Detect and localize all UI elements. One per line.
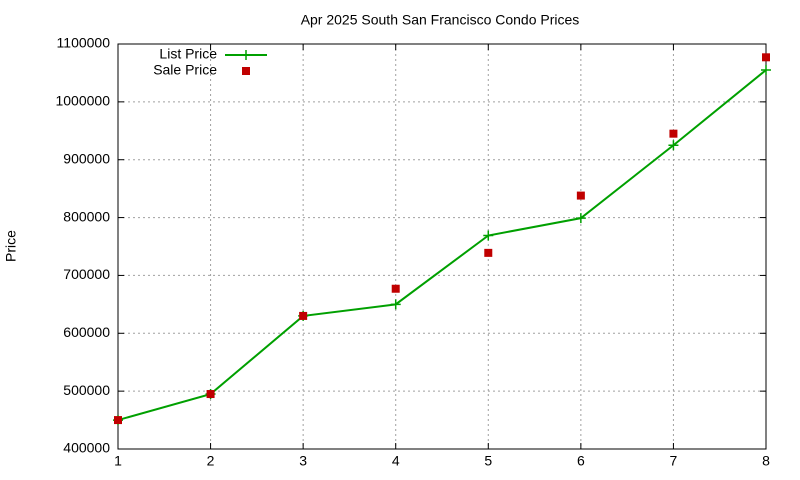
x-tick-label: 1 [114, 453, 122, 469]
y-tick-label: 600000 [63, 324, 110, 340]
square-marker [206, 390, 215, 399]
x-tick-label: 4 [392, 453, 400, 469]
legend-swatch [242, 67, 250, 75]
x-tick-label: 7 [670, 453, 678, 469]
y-tick-label: 1100000 [57, 35, 111, 51]
legend-label: List Price [159, 46, 217, 62]
plus-marker [483, 230, 494, 241]
y-tick-label: 900000 [63, 150, 110, 166]
y-tick-label: 700000 [63, 266, 110, 282]
legend-swatch [241, 50, 251, 60]
series-line [117, 69, 767, 422]
plus-marker [575, 213, 586, 224]
plot-border [117, 43, 767, 450]
x-tick-label: 3 [299, 453, 307, 469]
x-tick-label: 8 [762, 453, 770, 469]
square-marker [114, 416, 122, 425]
square-marker [299, 311, 308, 320]
y-axis-label: Price [3, 230, 19, 262]
chart-title: Apr 2025 South San Francisco Condo Price… [301, 12, 580, 28]
square-marker [669, 129, 678, 138]
y-tick-label: 500000 [63, 382, 110, 398]
y-tick-label: 400000 [63, 440, 110, 456]
y-tick-label: 800000 [63, 208, 110, 224]
square-marker [484, 248, 493, 257]
plus-marker [668, 140, 679, 151]
plus-marker [390, 299, 401, 310]
x-tick-label: 6 [577, 453, 585, 469]
square-marker [576, 191, 585, 200]
square-marker [391, 284, 400, 293]
x-tick-label: 5 [484, 453, 492, 469]
x-tick-label: 2 [207, 453, 215, 469]
plus-marker [761, 65, 771, 76]
y-tick-label: 1000000 [55, 93, 110, 109]
legend-label: Sale Price [153, 62, 217, 78]
square-marker [762, 53, 770, 62]
